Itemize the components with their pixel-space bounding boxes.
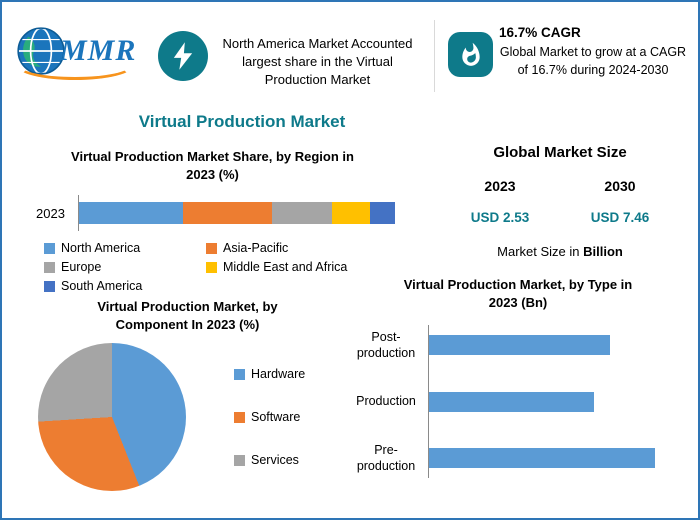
component-legend: Hardware Software Services — [234, 367, 305, 467]
legend-swatch — [44, 261, 55, 273]
region-bar-segment — [369, 202, 395, 225]
logo-text: MMR — [60, 34, 137, 67]
legend-swatch — [234, 368, 245, 380]
globe-icon — [17, 27, 65, 75]
cagr-block: 16.7% CAGR Global Market to grow at a CA… — [499, 25, 687, 79]
region-bar-segment — [79, 202, 184, 225]
region-stacked-bar — [79, 202, 395, 225]
global-market-size-panel: Global Market Size 2023 2030 USD 2.53 US… — [440, 144, 680, 259]
type-category-label: Post-production — [356, 330, 416, 361]
type-category-label: Pre-production — [356, 442, 416, 473]
market-size-year-2030: 2030 — [604, 178, 636, 194]
type-bar — [428, 335, 610, 356]
flame-glyph — [461, 42, 480, 66]
legend-swatch — [206, 261, 217, 273]
region-chart-title: Virtual Production Market Share, by Regi… — [71, 149, 354, 182]
legend-item: Software — [234, 410, 305, 424]
type-chart-title: Virtual Production Market, by Type in 20… — [403, 277, 633, 310]
cagr-title: 16.7% CAGR — [499, 25, 581, 40]
market-size-note: Market Size in Billion — [440, 244, 680, 259]
mmr-logo: MMR — [14, 16, 144, 86]
legend-label: Europe — [61, 260, 102, 275]
header-highlight-text: North America Market Accounted largest s… — [222, 36, 413, 88]
lightning-bolt-glyph — [173, 42, 193, 70]
legend-item: Middle East and Africa — [206, 260, 395, 274]
type-bar — [428, 447, 656, 468]
component-share-chart: Virtual Production Market, by Component … — [30, 298, 345, 492]
legend-label: Software — [251, 410, 301, 425]
type-bar — [428, 391, 594, 412]
type-bars: Post-production Production Pre-production — [350, 325, 686, 479]
market-size-value-2030: USD 7.46 — [590, 210, 650, 225]
legend-label: Services — [251, 453, 299, 468]
type-bar-row: Post-production — [350, 329, 678, 362]
region-plot: 2023 — [30, 195, 395, 232]
type-bar-track — [428, 444, 678, 472]
legend-item: South America — [44, 279, 194, 293]
page-title: Virtual Production Market — [138, 112, 346, 131]
region-bar-segment — [331, 202, 370, 225]
type-category-label: Production — [356, 394, 416, 409]
type-size-chart: Virtual Production Market, by Type in 20… — [350, 276, 686, 479]
region-bar-segment — [183, 202, 272, 225]
region-axis — [78, 195, 395, 232]
type-bar-row: Pre-production — [350, 442, 678, 475]
legend-label: Middle East and Africa — [223, 260, 348, 275]
flame-icon — [448, 32, 493, 77]
market-size-note-unit: Billion — [583, 244, 623, 259]
market-size-value-2023: USD 2.53 — [470, 210, 530, 225]
type-bar-row: Production — [350, 388, 678, 416]
type-axis-line — [428, 325, 429, 479]
legend-label: Hardware — [251, 367, 306, 382]
type-bar-track — [428, 331, 678, 359]
region-bar-segment — [271, 202, 332, 225]
component-body: Hardware Software Services — [30, 343, 345, 492]
market-size-year-2023: 2023 — [484, 178, 516, 194]
legend-item: Hardware — [234, 367, 305, 381]
legend-label: Asia-Pacific — [223, 241, 289, 256]
legend-item: Services — [234, 453, 305, 467]
market-size-note-text: Market Size in — [497, 244, 584, 259]
region-axis-label: 2023 — [36, 205, 65, 221]
header-divider — [434, 20, 435, 92]
component-pie — [38, 343, 186, 492]
legend-swatch — [206, 242, 217, 254]
legend-swatch — [44, 242, 55, 254]
component-chart-title: Virtual Production Market, by Component … — [97, 299, 278, 332]
region-legend: North America Asia-Pacific Europe Middle Ea… — [30, 241, 395, 293]
market-size-values: USD 2.53 USD 7.46 — [440, 210, 680, 225]
legend-label: South America — [61, 279, 143, 294]
legend-item: Europe — [44, 260, 194, 274]
legend-item: Asia-Pacific — [206, 241, 395, 255]
legend-item: North America — [44, 241, 194, 255]
region-share-chart: Virtual Production Market Share, by Regi… — [30, 148, 395, 293]
cagr-text: Global Market to grow at a CAGR of 16.7%… — [499, 45, 687, 77]
legend-swatch — [44, 280, 55, 292]
lightning-bolt-icon — [158, 31, 208, 81]
type-bar-track — [428, 388, 678, 416]
market-size-title: Global Market Size — [493, 144, 627, 161]
legend-swatch — [234, 411, 245, 423]
market-size-years: 2023 2030 — [440, 178, 680, 194]
legend-swatch — [234, 454, 245, 466]
legend-label: North America — [61, 241, 141, 256]
